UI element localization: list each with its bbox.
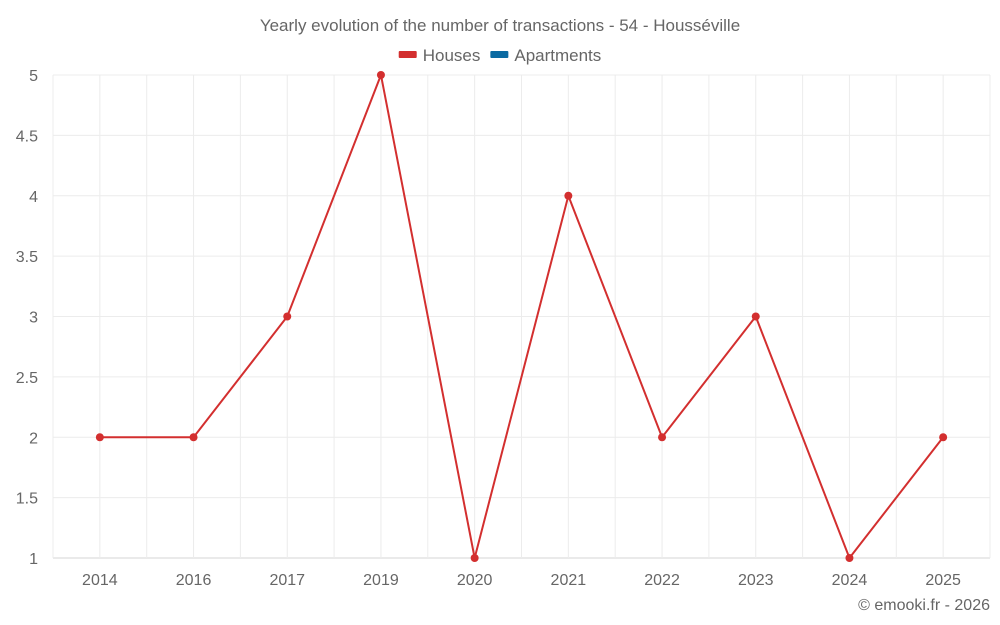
x-tick-label: 2021 [551,572,587,589]
chart-title: Yearly evolution of the number of transa… [260,16,740,35]
x-tick-label: 2014 [82,572,118,589]
credit-text: © emooki.fr - 2026 [858,597,990,614]
x-tick-label: 2020 [457,572,493,589]
legend-swatch [490,51,509,58]
y-tick-label: 4.5 [16,128,38,145]
legend-item-houses[interactable]: Houses [398,46,481,65]
y-tick-label: 4 [29,189,38,206]
x-tick-label: 2025 [925,572,961,589]
data-point[interactable] [939,433,948,442]
data-point[interactable] [658,433,667,442]
y-tick-label: 2 [29,430,38,447]
legend-item-apartments[interactable]: Apartments [490,46,601,65]
series-layer [95,71,948,562]
data-point[interactable] [564,191,573,200]
x-tick-label: 2022 [644,572,680,589]
data-point[interactable] [470,554,479,562]
legend[interactable]: Houses Apartments [398,46,602,65]
y-axis-ticks: 1 1.5 2 2.5 3 3.5 4 4.5 5 [16,68,38,568]
x-tick-label: 2023 [738,572,774,589]
series-line-houses [99,71,944,561]
x-tick-label: 2016 [176,572,212,589]
y-tick-label: 1 [29,551,38,568]
x-axis-ticks: 2014 2016 2017 2019 2020 2021 2022 2023 2024 2025 [82,572,961,589]
y-tick-label: 2.5 [16,370,38,387]
x-tick-label: 2019 [363,572,399,589]
data-point[interactable] [283,312,292,321]
data-point[interactable] [845,554,854,562]
x-tick-label: 2024 [832,572,868,589]
y-tick-label: 1.5 [16,491,38,508]
data-point[interactable] [751,312,760,321]
data-point[interactable] [95,433,104,442]
legend-label: Houses [423,46,481,65]
data-point[interactable] [189,433,198,442]
y-tick-label: 3 [29,310,38,327]
y-tick-label: 3.5 [16,249,38,266]
data-point[interactable] [376,71,385,79]
legend-label: Apartments [514,46,601,65]
legend-swatch [398,51,417,58]
x-tick-label: 2017 [269,572,305,589]
y-tick-label: 5 [29,68,38,85]
grid [52,74,991,559]
